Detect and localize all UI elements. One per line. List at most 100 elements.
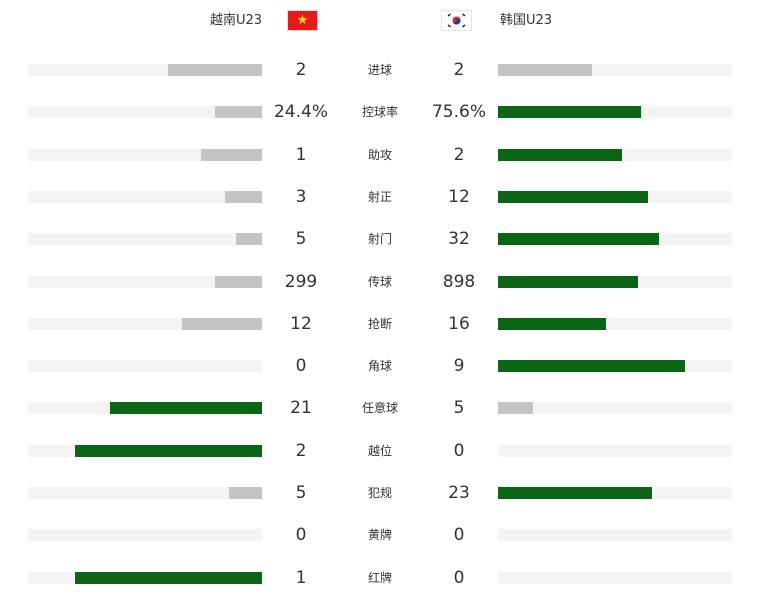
home-stat-bar <box>28 402 262 415</box>
home-stat-bar <box>28 275 262 288</box>
home-stat-bar-fill <box>168 64 262 76</box>
home-stat-bar <box>28 529 262 542</box>
home-stat-bar-fill <box>229 487 262 499</box>
away-stat-bar-fill <box>498 317 606 330</box>
away-stat-bar <box>498 444 732 457</box>
home-stat-bar-fill <box>74 571 262 584</box>
away-stat-bar-fill <box>498 233 660 246</box>
away-stat-bar <box>498 360 732 373</box>
away-stat-bar-fill <box>498 360 686 373</box>
away-stat-bar <box>498 233 732 246</box>
away-stat-bar <box>498 148 732 161</box>
stat-label: 进球 <box>367 63 392 77</box>
home-stat-value: 3 <box>295 186 307 207</box>
away-stat-bar-fill <box>498 190 648 203</box>
home-stat-bar <box>28 444 262 457</box>
home-stat-bar <box>28 148 262 161</box>
away-stat-value: 2 <box>453 144 465 165</box>
home-stat-value: 2 <box>295 440 307 461</box>
away-stat-value: 9 <box>453 356 465 377</box>
away-stat-bar-fill <box>498 275 639 288</box>
home-stat-value: 1 <box>295 144 307 165</box>
home-stat-bar-fill <box>74 444 262 457</box>
away-stat-value: 32 <box>448 229 470 250</box>
home-stat-bar <box>28 233 262 246</box>
stat-row: 299 传球 898 <box>0 270 766 294</box>
home-stat-bar-fill <box>236 233 262 246</box>
home-stat-bar <box>28 64 262 76</box>
away-stat-bar <box>498 317 732 330</box>
home-stat-value: 2 <box>295 60 307 80</box>
away-stat-value: 12 <box>448 186 470 207</box>
away-stat-bar <box>498 64 732 76</box>
home-stat-bar-fill <box>215 275 262 288</box>
away-stat-bar <box>498 275 732 288</box>
stat-label: 红牌 <box>367 570 392 585</box>
home-stat-bar <box>28 106 262 119</box>
stat-label: 抢断 <box>367 316 392 331</box>
home-stat-bar-fill <box>215 106 262 119</box>
stat-row: 3 射正 12 <box>0 185 766 209</box>
away-stat-bar <box>498 402 732 415</box>
stat-label: 传球 <box>367 274 392 289</box>
home-stat-bar-fill <box>201 148 262 161</box>
stat-row: 2 越位 0 <box>0 439 766 463</box>
away-stat-bar-fill <box>498 402 534 415</box>
stat-row: 12 抢断 16 <box>0 312 766 336</box>
vietnam-flag-icon: ★ <box>287 10 318 31</box>
home-stat-bar <box>28 317 262 330</box>
stat-row: 24.4% 控球率 75.6% <box>0 100 766 124</box>
away-stat-value: 0 <box>453 525 465 546</box>
stat-label: 射正 <box>367 189 392 204</box>
home-stat-value: 5 <box>295 229 307 250</box>
stat-row: 1 红牌 0 <box>0 566 766 590</box>
home-stat-value: 12 <box>290 313 312 334</box>
home-stat-value: 5 <box>295 483 307 503</box>
home-stat-value: 1 <box>295 567 307 588</box>
stat-row: 21 任意球 5 <box>0 396 766 420</box>
home-stat-bar-fill <box>109 402 262 415</box>
away-stat-value: 16 <box>448 313 470 334</box>
home-stat-bar-fill <box>182 317 262 330</box>
away-stat-bar-fill <box>498 487 653 499</box>
home-stat-bar <box>28 487 262 499</box>
away-stat-bar <box>498 487 732 499</box>
home-stat-bar-fill <box>224 190 262 203</box>
stat-row: 5 射门 32 <box>0 227 766 251</box>
stat-label: 任意球 <box>361 401 398 416</box>
stat-label: 控球率 <box>361 105 398 120</box>
away-stat-bar <box>498 529 732 542</box>
away-stat-bar-fill <box>498 106 641 119</box>
stat-row: 5 犯规 23 <box>0 481 766 505</box>
home-stat-value: 0 <box>295 525 307 546</box>
stat-row: 0 角球 9 <box>0 354 766 378</box>
south-korea-flag-icon <box>441 10 472 31</box>
stat-row: 2 进球 2 <box>0 58 766 82</box>
home-stat-bar <box>28 190 262 203</box>
stat-label: 角球 <box>367 359 392 374</box>
away-stat-value: 898 <box>442 271 476 292</box>
stat-label: 助攻 <box>367 147 392 162</box>
home-stat-value: 299 <box>284 271 318 292</box>
home-stat-value: 21 <box>290 398 312 419</box>
away-stat-bar-fill <box>498 64 592 76</box>
stat-label: 射门 <box>367 232 392 247</box>
away-stat-value: 23 <box>448 483 470 503</box>
home-stat-value: 0 <box>295 356 307 377</box>
home-stat-bar <box>28 571 262 584</box>
away-stat-value: 75.6% <box>431 102 486 123</box>
away-stat-value: 5 <box>453 398 465 419</box>
stat-row: 0 黄牌 0 <box>0 523 766 547</box>
away-stat-value: 2 <box>453 60 465 80</box>
home-stat-bar <box>28 360 262 373</box>
away-stat-bar <box>498 190 732 203</box>
away-stat-value: 0 <box>453 440 465 461</box>
away-stat-value: 0 <box>453 567 465 588</box>
away-stat-bar-fill <box>498 148 623 161</box>
stat-row: 1 助攻 2 <box>0 143 766 167</box>
away-team-name: 韩国U23 <box>500 13 553 28</box>
stat-label: 越位 <box>367 443 392 458</box>
stat-label: 犯规 <box>367 486 392 500</box>
home-stat-value: 24.4% <box>273 102 328 123</box>
away-stat-bar <box>498 571 732 584</box>
